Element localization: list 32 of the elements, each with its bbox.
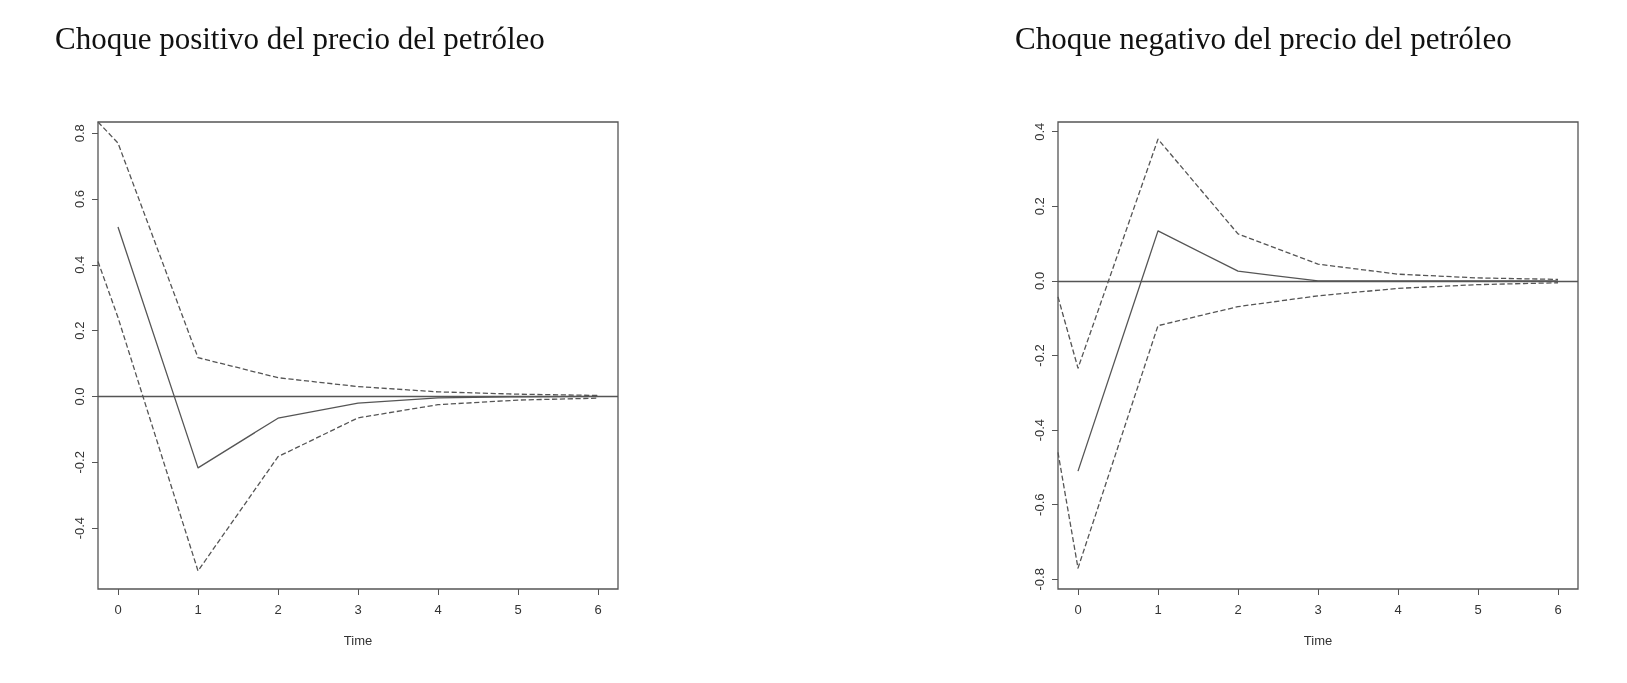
- y-tick-label: 0.4: [72, 255, 87, 274]
- y-tick-label: -0.4: [72, 516, 87, 540]
- x-tick-label: 5: [514, 602, 522, 617]
- y-tick-label: -0.2: [1032, 344, 1047, 367]
- chart-title: Choque negativo del precio del petróleo: [1015, 21, 1512, 56]
- x-axis-title: Time: [343, 633, 373, 648]
- y-tick-label: 0.0: [72, 387, 87, 406]
- x-tick-label: 2: [274, 602, 282, 617]
- x-tick-label: 1: [194, 602, 202, 617]
- x-tick-label: 4: [1394, 602, 1402, 617]
- y-tick-label: 0.2: [1032, 197, 1047, 216]
- x-tick-label: 0: [1074, 602, 1082, 617]
- x-tick-label: 1: [1154, 602, 1162, 617]
- x-tick-label: 3: [1314, 602, 1322, 617]
- y-tick-label: 0.8: [72, 124, 87, 143]
- x-tick-label: 6: [1554, 602, 1562, 617]
- chart-title: Choque positivo del precio del petróleo: [55, 21, 545, 56]
- x-tick-label: 5: [1474, 602, 1482, 617]
- y-tick-label: -0.4: [1032, 418, 1047, 442]
- x-tick-label: 6: [594, 602, 602, 617]
- y-tick-label: -0.2: [72, 451, 87, 474]
- y-tick-label: -0.8: [1032, 568, 1047, 591]
- x-tick-label: 3: [354, 602, 362, 617]
- y-tick-label: -0.6: [1032, 493, 1047, 516]
- y-tick-label: 0.0: [1032, 271, 1047, 290]
- x-axis-title: Time: [1303, 633, 1333, 648]
- y-tick-label: 0.6: [72, 189, 87, 209]
- y-tick-label: 0.2: [72, 321, 87, 340]
- y-tick-label: 0.4: [1032, 122, 1047, 141]
- x-tick-label: 0: [114, 602, 122, 617]
- x-tick-label: 2: [1234, 602, 1242, 617]
- x-tick-label: 4: [434, 602, 442, 617]
